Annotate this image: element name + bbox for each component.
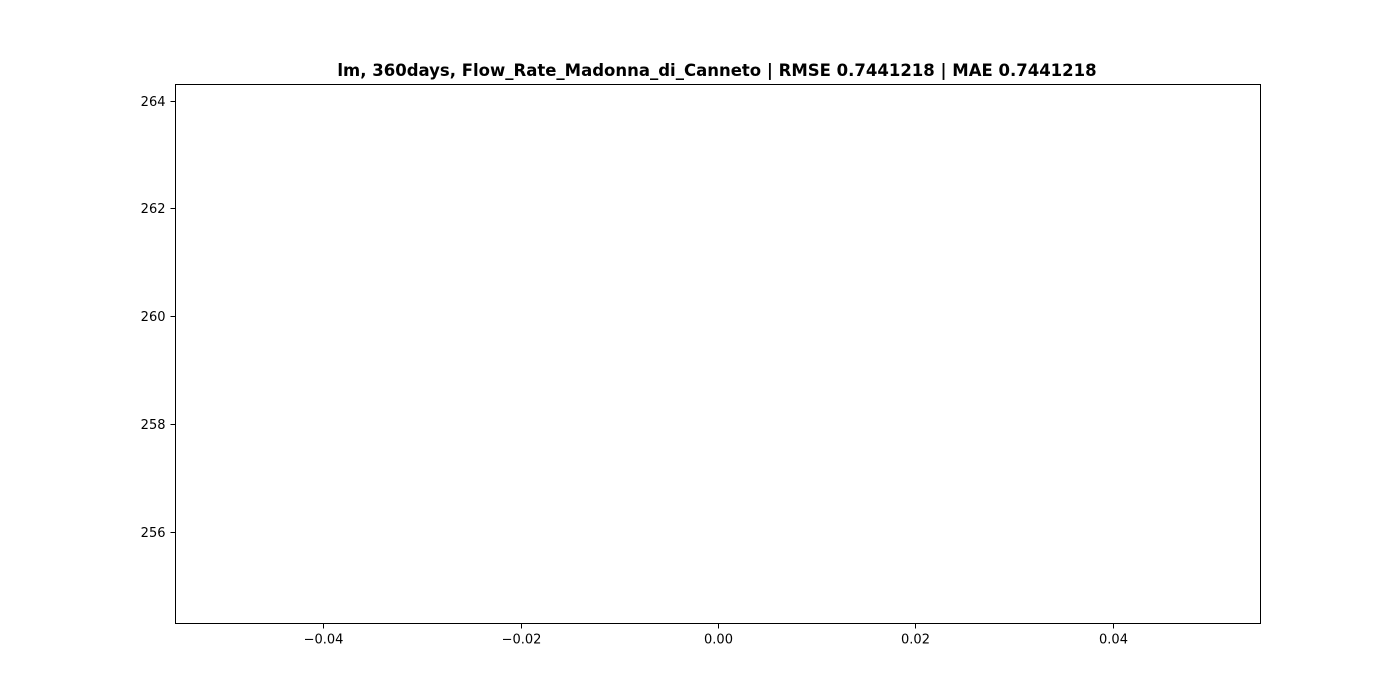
chart-title: lm, 360days, Flow_Rate_Madonna_di_Cannet… [337, 61, 1096, 81]
x-tick-label: −0.04 [304, 633, 344, 648]
y-tick-label: 260 [141, 310, 166, 325]
plot-area-frame [175, 84, 1261, 624]
x-tick-label: 0.04 [1099, 633, 1128, 648]
x-axis: −0.04 −0.02 0.00 0.02 0.04 [304, 623, 1128, 648]
x-tick-label: 0.00 [704, 633, 733, 648]
y-axis: 256 258 260 262 264 [141, 95, 176, 541]
y-tick-label: 256 [141, 526, 166, 541]
x-tick-label: 0.02 [901, 633, 930, 648]
x-tick-label: −0.02 [502, 633, 542, 648]
y-tick-label: 258 [141, 418, 166, 433]
y-tick-label: 262 [141, 202, 166, 217]
y-tick-label: 264 [141, 95, 166, 110]
